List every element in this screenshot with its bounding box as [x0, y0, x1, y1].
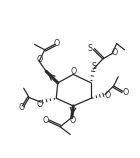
Text: O: O [36, 100, 42, 109]
Text: S: S [92, 62, 97, 71]
Text: O: O [104, 91, 110, 100]
Text: S: S [88, 44, 93, 53]
Text: O: O [18, 103, 24, 112]
Text: O: O [122, 88, 128, 97]
Text: O: O [42, 116, 49, 125]
Text: O: O [69, 116, 76, 125]
Text: O: O [54, 39, 60, 48]
Text: O: O [70, 67, 76, 76]
Text: O: O [37, 55, 43, 64]
Text: O: O [111, 48, 117, 57]
